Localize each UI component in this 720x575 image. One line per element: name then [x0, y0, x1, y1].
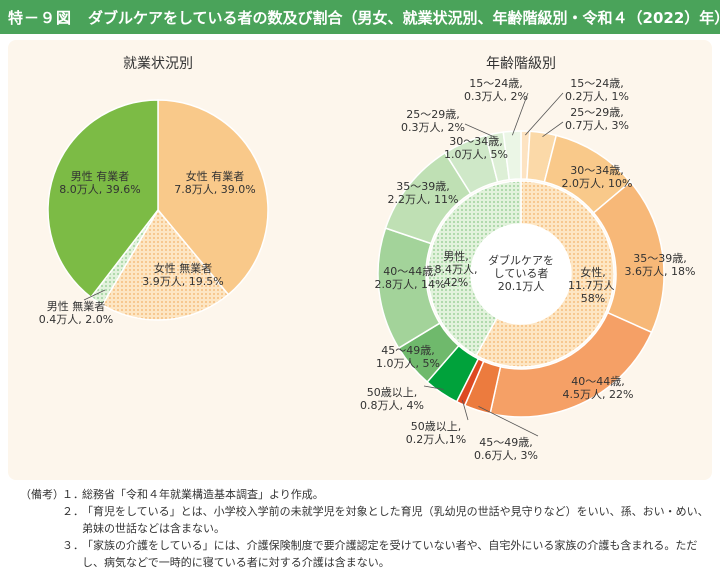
slice-female-unemployed	[101, 208, 230, 321]
slice-female-employed	[157, 99, 269, 296]
note-3-text: 「家族の介護をしている」には、介護保険制度で要介護認定を受けていない者や、自宅外…	[82, 539, 698, 569]
notes-head: （備考）	[20, 488, 64, 501]
outer-label-13: 15～24歳, 0.3万人, 2%	[464, 77, 528, 103]
outer-label-5: 45～49歳, 0.6万人, 3%	[474, 436, 538, 462]
employment-chart-title: 就業状況別	[123, 56, 193, 72]
note-1: （備考） １． 総務省「令和４年就業構造基本調査」より作成。	[20, 486, 710, 503]
leader-male-unemployed	[83, 289, 106, 301]
outer-label-7: 50歳以上, 0.8万人, 4%	[360, 386, 424, 412]
outer-label-12: 25～29歳, 0.3万人, 2%	[401, 108, 465, 134]
leader-outer-13	[511, 92, 529, 136]
label-male-unemployed: 男性 無業者 0.4万人, 2.0%	[39, 299, 113, 326]
inner-label-female: 女性, 11.7万人, 58%	[568, 265, 618, 305]
age-chart-title: 年齢階級別	[486, 56, 556, 72]
label-female-unemployed: 女性 無業者 3.9万人, 19.5%	[142, 261, 223, 288]
leader-outer-1	[542, 121, 564, 138]
note-1-text: 総務省「令和４年就業構造基本調査」より作成。	[82, 488, 324, 501]
outer-label-3: 35～39歳, 3.6万人, 18%	[625, 252, 696, 278]
notes-section: （備考） １． 総務省「令和４年就業構造基本調査」より作成。 ２． 「育児をして…	[20, 486, 710, 571]
leader-outer-5	[478, 405, 539, 437]
note-3-number: ３．	[62, 539, 84, 552]
figure-number: 特－９図	[8, 9, 73, 27]
outer-label-6: 50歳以上, 0.2万人,1%	[406, 420, 466, 446]
donut-center-label: ダブルケアをしている者 20.1万人	[488, 253, 554, 293]
slice-male-employed	[47, 99, 159, 299]
note-2: ２． 「育児をしている」とは、小学校入学前の未就学児を対象とした育児（乳幼児の世…	[20, 503, 710, 537]
leader-outer-6	[461, 399, 469, 421]
note-3: ３． 「家族の介護をしている」には、介護保険制度で要介護認定を受けていない者や、…	[20, 537, 710, 571]
outer-label-4: 40～44歳, 4.5万人, 22%	[563, 375, 634, 401]
outer-label-9: 40～44歳, 2.8万人, 14%	[375, 265, 446, 291]
note-2-text: 「育児をしている」とは、小学校入学前の未就学児を対象とした育児（乳幼児の世話や見…	[82, 505, 709, 535]
note-1-number: １．	[62, 488, 84, 501]
label-female-employed: 女性 有業者 7.8万人, 39.0%	[174, 169, 255, 196]
leader-outer-12	[464, 123, 496, 138]
outer-label-1: 25～29歳, 0.7万人, 3%	[565, 106, 629, 132]
outer-slice-13	[502, 130, 522, 181]
figure-title: ダブルケアをしている者の数及び割合（男女、就業状況別、年齢階級別・令和４（202…	[88, 9, 720, 27]
figure-header: 特－９図 ダブルケアをしている者の数及び割合（男女、就業状況別、年齢階級別・令和…	[0, 0, 720, 34]
label-male-employed: 男性 有業者 8.0万人, 39.6%	[59, 169, 140, 196]
outer-label-8: 45～49歳, 1.0万人, 5%	[376, 344, 440, 370]
note-2-number: ２．	[62, 505, 84, 518]
inner-label-male: 男性, 8.4万人, 42%	[435, 249, 478, 289]
outer-label-0: 15～24歳, 0.2万人, 1%	[565, 77, 629, 103]
donut-center	[471, 224, 571, 324]
outer-label-10: 35～39歳, 2.2万人, 11%	[388, 180, 459, 206]
leader-outer-7	[423, 385, 444, 390]
outer-label-11: 30～34歳, 1.0万人, 5%	[444, 135, 508, 161]
outer-label-2: 30～34歳, 2.0万人, 10%	[562, 164, 633, 190]
leader-outer-0	[525, 92, 564, 136]
